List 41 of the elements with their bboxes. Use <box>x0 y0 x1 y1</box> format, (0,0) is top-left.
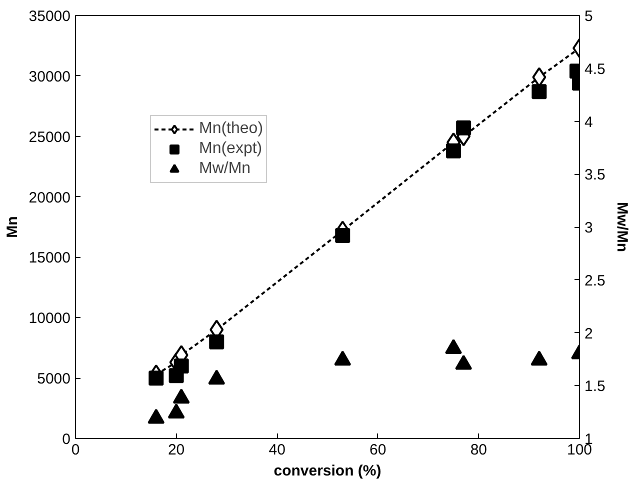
point <box>168 403 185 418</box>
y-tick-label: 35000 <box>28 8 71 25</box>
y-tick-label: 15000 <box>28 250 71 267</box>
y-tick-label: 25000 <box>28 128 71 146</box>
point <box>208 370 226 385</box>
y2-tick-label: 2.5 <box>584 272 606 290</box>
point <box>172 388 190 404</box>
point <box>335 228 350 243</box>
x-tick-label: 60 <box>370 442 386 458</box>
y2-tick-label: 4.5 <box>584 60 606 78</box>
x-tick-label: 40 <box>268 442 286 458</box>
point <box>334 350 352 366</box>
y-tick-label: 5000 <box>37 370 71 388</box>
y2-tick-label: 4 <box>584 114 593 131</box>
point <box>532 84 547 100</box>
x-tick-label: 20 <box>168 442 185 458</box>
y-tick-label: 20000 <box>28 189 71 206</box>
x-tick-label: 80 <box>470 442 488 458</box>
x-axis-title: conversion (%) <box>274 462 382 480</box>
point <box>209 334 224 350</box>
y-tick-label: 10000 <box>28 310 71 328</box>
point <box>148 370 164 386</box>
y-tick-label: 0 <box>62 431 70 448</box>
y2-tick-label: 5 <box>584 8 593 25</box>
y2-tick-label: 2 <box>584 325 593 342</box>
legend-label: Mn(theo) <box>199 119 264 139</box>
point <box>174 358 189 374</box>
y2-tick-label: 1.5 <box>584 378 606 396</box>
point <box>455 354 472 370</box>
y2-tick-label: 3.5 <box>584 166 606 184</box>
point <box>148 408 165 424</box>
y2-tick-label: 3 <box>584 220 593 236</box>
legend-label: Mn(expt) <box>199 139 262 159</box>
y-axis-title: Mn <box>4 216 21 238</box>
point <box>530 350 548 366</box>
point <box>445 338 462 354</box>
point <box>446 143 461 158</box>
y2-axis-title: Mw/Mn <box>613 202 630 252</box>
legend-label: Mw/Mn <box>199 159 251 179</box>
y-tick-label: 30000 <box>28 68 71 86</box>
point <box>456 120 472 136</box>
